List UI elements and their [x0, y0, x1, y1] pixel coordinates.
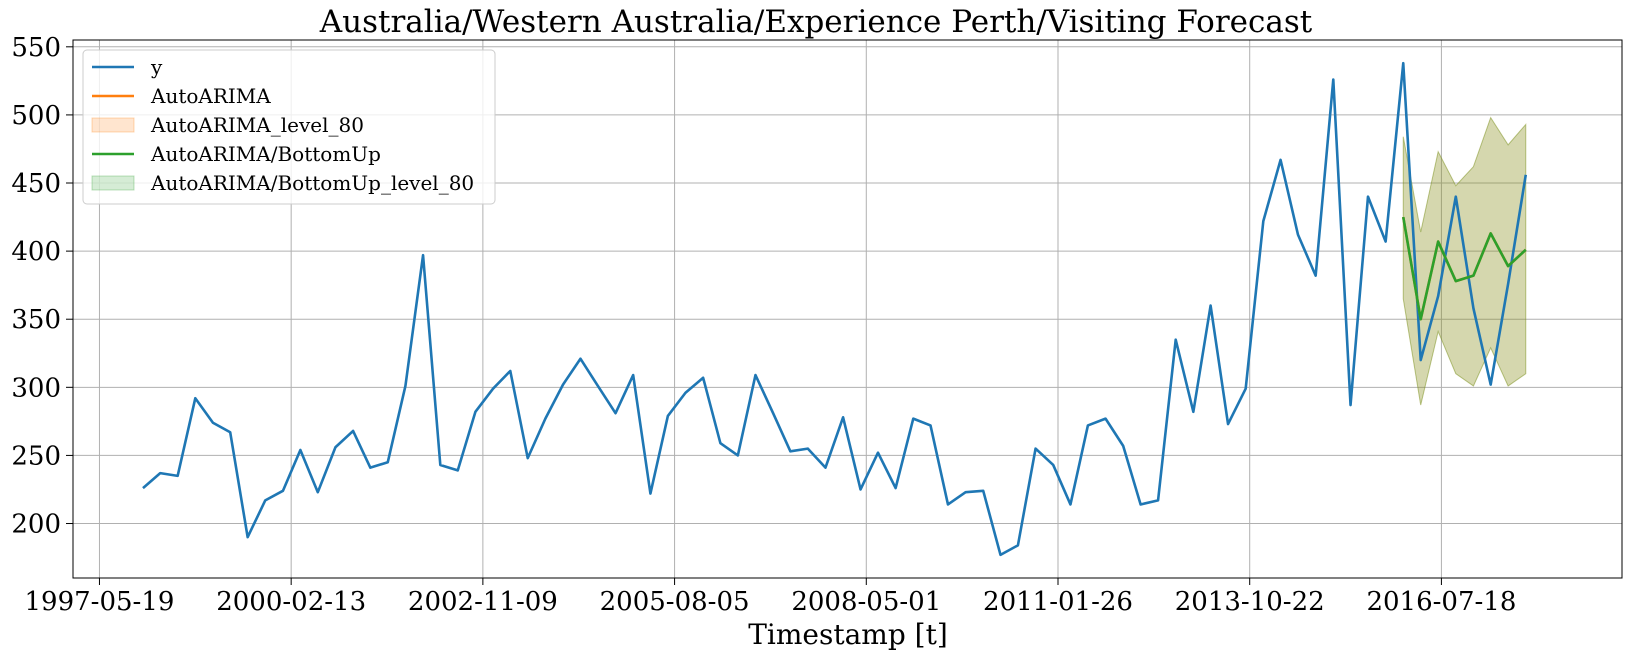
chart-title: Australia/Western Australia/Experience P…	[319, 4, 1313, 40]
legend-label: AutoARIMA/BottomUp_level_80	[150, 171, 474, 195]
band-autoarima-bottomup-level-80	[1402, 116, 1527, 406]
legend-label: y	[150, 55, 163, 79]
x-tick-label: 1997-05-19	[25, 587, 175, 617]
series-line-autoarima-bottomup	[1401, 216, 1527, 321]
legend-label: AutoARIMA	[150, 84, 271, 108]
y-tick-label: 450	[11, 169, 61, 199]
x-tick-label: 2002-11-09	[408, 587, 558, 617]
x-tick-label: 2011-01-26	[983, 587, 1133, 617]
plot-frame	[72, 39, 1623, 579]
x-tick-label: 2016-07-18	[1366, 587, 1516, 617]
y-tick-label: 250	[11, 441, 61, 471]
y-tick-label: 550	[11, 33, 61, 63]
x-axis-ticks: 1997-05-19 2000-02-13 2002-11-09 2005-08-05…	[25, 578, 1516, 617]
x-tick-label: 2005-08-05	[600, 587, 750, 617]
y-tick-label: 200	[11, 510, 61, 540]
legend-swatch	[91, 117, 135, 133]
confidence-bands	[1402, 116, 1527, 406]
y-tick-label: 350	[11, 305, 61, 335]
legend-box	[82, 49, 496, 205]
y-tick-label: 300	[11, 373, 61, 403]
legend-label: AutoARIMA/BottomUp	[150, 142, 381, 166]
x-axis-label: Timestamp [t]	[748, 618, 948, 651]
legend-label: AutoARIMA_level_80	[150, 113, 364, 137]
x-tick-label: 2008-05-01	[791, 587, 941, 617]
x-tick-label: 2013-10-22	[1175, 587, 1325, 617]
y-axis-ticks: 200 250 300 350 400 450 500 550	[11, 33, 73, 540]
series-lines	[142, 61, 1528, 557]
y-tick-label: 400	[11, 237, 61, 267]
series-line-y	[142, 61, 1528, 557]
y-tick-label: 500	[11, 101, 61, 131]
x-tick-label: 2000-02-13	[216, 587, 366, 617]
legend-swatch	[91, 175, 135, 191]
band-autoarima-level-80	[1402, 116, 1527, 406]
legend: y AutoARIMA AutoARIMA_level_80 AutoARIMA/Bo…	[82, 49, 496, 205]
